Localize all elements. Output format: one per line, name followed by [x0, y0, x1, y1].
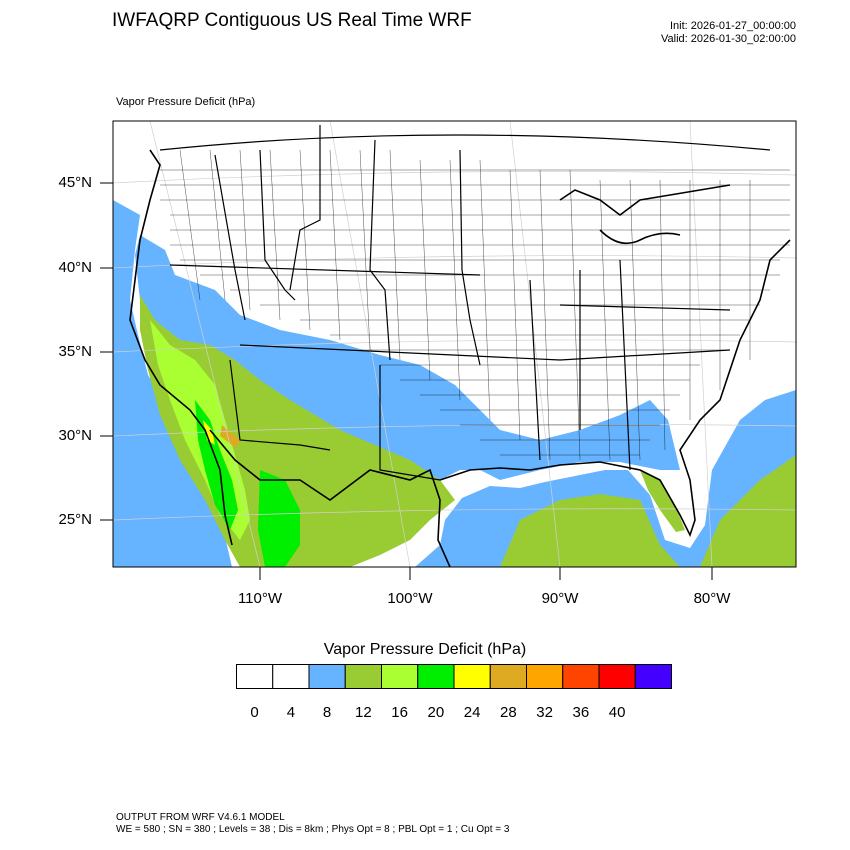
colorbar-label-4: 16: [391, 704, 408, 721]
colorbar-swatch-8: [526, 664, 564, 689]
lon-label-100w: 100°W: [387, 590, 433, 607]
lat-label-30n: 30°N: [58, 427, 92, 444]
valid-time: Valid: 2026-01-30_02:00:00: [661, 33, 796, 45]
colorbar-title: Vapor Pressure Deficit (hPa): [323, 641, 527, 658]
map-content: [113, 121, 796, 567]
colorbar-label-8: 32: [536, 704, 553, 721]
colorbar-swatch-3: [344, 664, 382, 689]
map-frame: [112, 120, 797, 568]
colorbar-swatch-11: [634, 664, 672, 689]
lat-label-45n: 45°N: [58, 174, 92, 191]
init-time: Init: 2026-01-27_00:00:00: [670, 20, 796, 32]
colorbar-swatch-5: [417, 664, 455, 689]
colorbar-swatch-0: [236, 664, 274, 689]
county-lines: [160, 149, 790, 461]
colorbar-swatch-6: [453, 664, 491, 689]
colorbar: [236, 664, 672, 689]
colorbar-swatch-9: [562, 664, 600, 689]
mexico-vpd-16-20: [258, 470, 300, 567]
colorbar-label-10: 40: [608, 704, 626, 721]
lon-label-110w: 110°W: [237, 590, 283, 607]
coastlines: [129, 149, 791, 567]
colorbar-label-6: 24: [463, 704, 481, 721]
colorbar-swatch-10: [598, 664, 636, 689]
colorbar-swatch-7: [489, 664, 527, 689]
state-borders: [159, 125, 771, 481]
pacific-ocean-shading: [113, 200, 232, 567]
footer-model: OUTPUT FROM WRF V4.6.1 MODEL: [116, 812, 285, 823]
colorbar-label-2: 8: [322, 704, 332, 721]
lon-label-80w: 80°W: [693, 590, 731, 607]
vpd-24-28: [220, 425, 240, 448]
colorbar-swatch-2: [308, 664, 346, 689]
colorbar-label-9: 36: [572, 704, 590, 721]
colorbar-label-1: 4: [286, 704, 296, 721]
colorbar-label-3: 12: [355, 704, 372, 721]
lat-label-40n: 40°N: [58, 259, 92, 276]
footer-config: WE = 580 ; SN = 380 ; Levels = 38 ; Dis …: [116, 824, 510, 835]
gulf-vpd-8-12: [500, 494, 680, 567]
lat-label-35n: 35°N: [58, 343, 92, 360]
atlantic-vpd-8-12: [700, 455, 796, 567]
axis-ticks: [100, 182, 713, 580]
vpd-20-24: [203, 420, 215, 445]
colorbar-swatch-4: [381, 664, 419, 689]
gulf-ocean-shading: [415, 390, 796, 567]
lon-label-90w: 90°W: [541, 590, 579, 607]
colorbar-label-5: 20: [427, 704, 445, 721]
colorbar-label-7: 28: [500, 704, 517, 721]
graticule: [113, 121, 796, 567]
lat-label-25n: 25°N: [58, 511, 92, 528]
chart-title: IWFAQRP Contiguous US Real Time WRF: [112, 10, 472, 31]
colorbar-label-0: 0: [250, 704, 259, 721]
colorbar-swatch-1: [272, 664, 310, 689]
florida-vpd-8-12: [640, 470, 685, 532]
field-subtitle: Vapor Pressure Deficit (hPa): [116, 96, 256, 108]
